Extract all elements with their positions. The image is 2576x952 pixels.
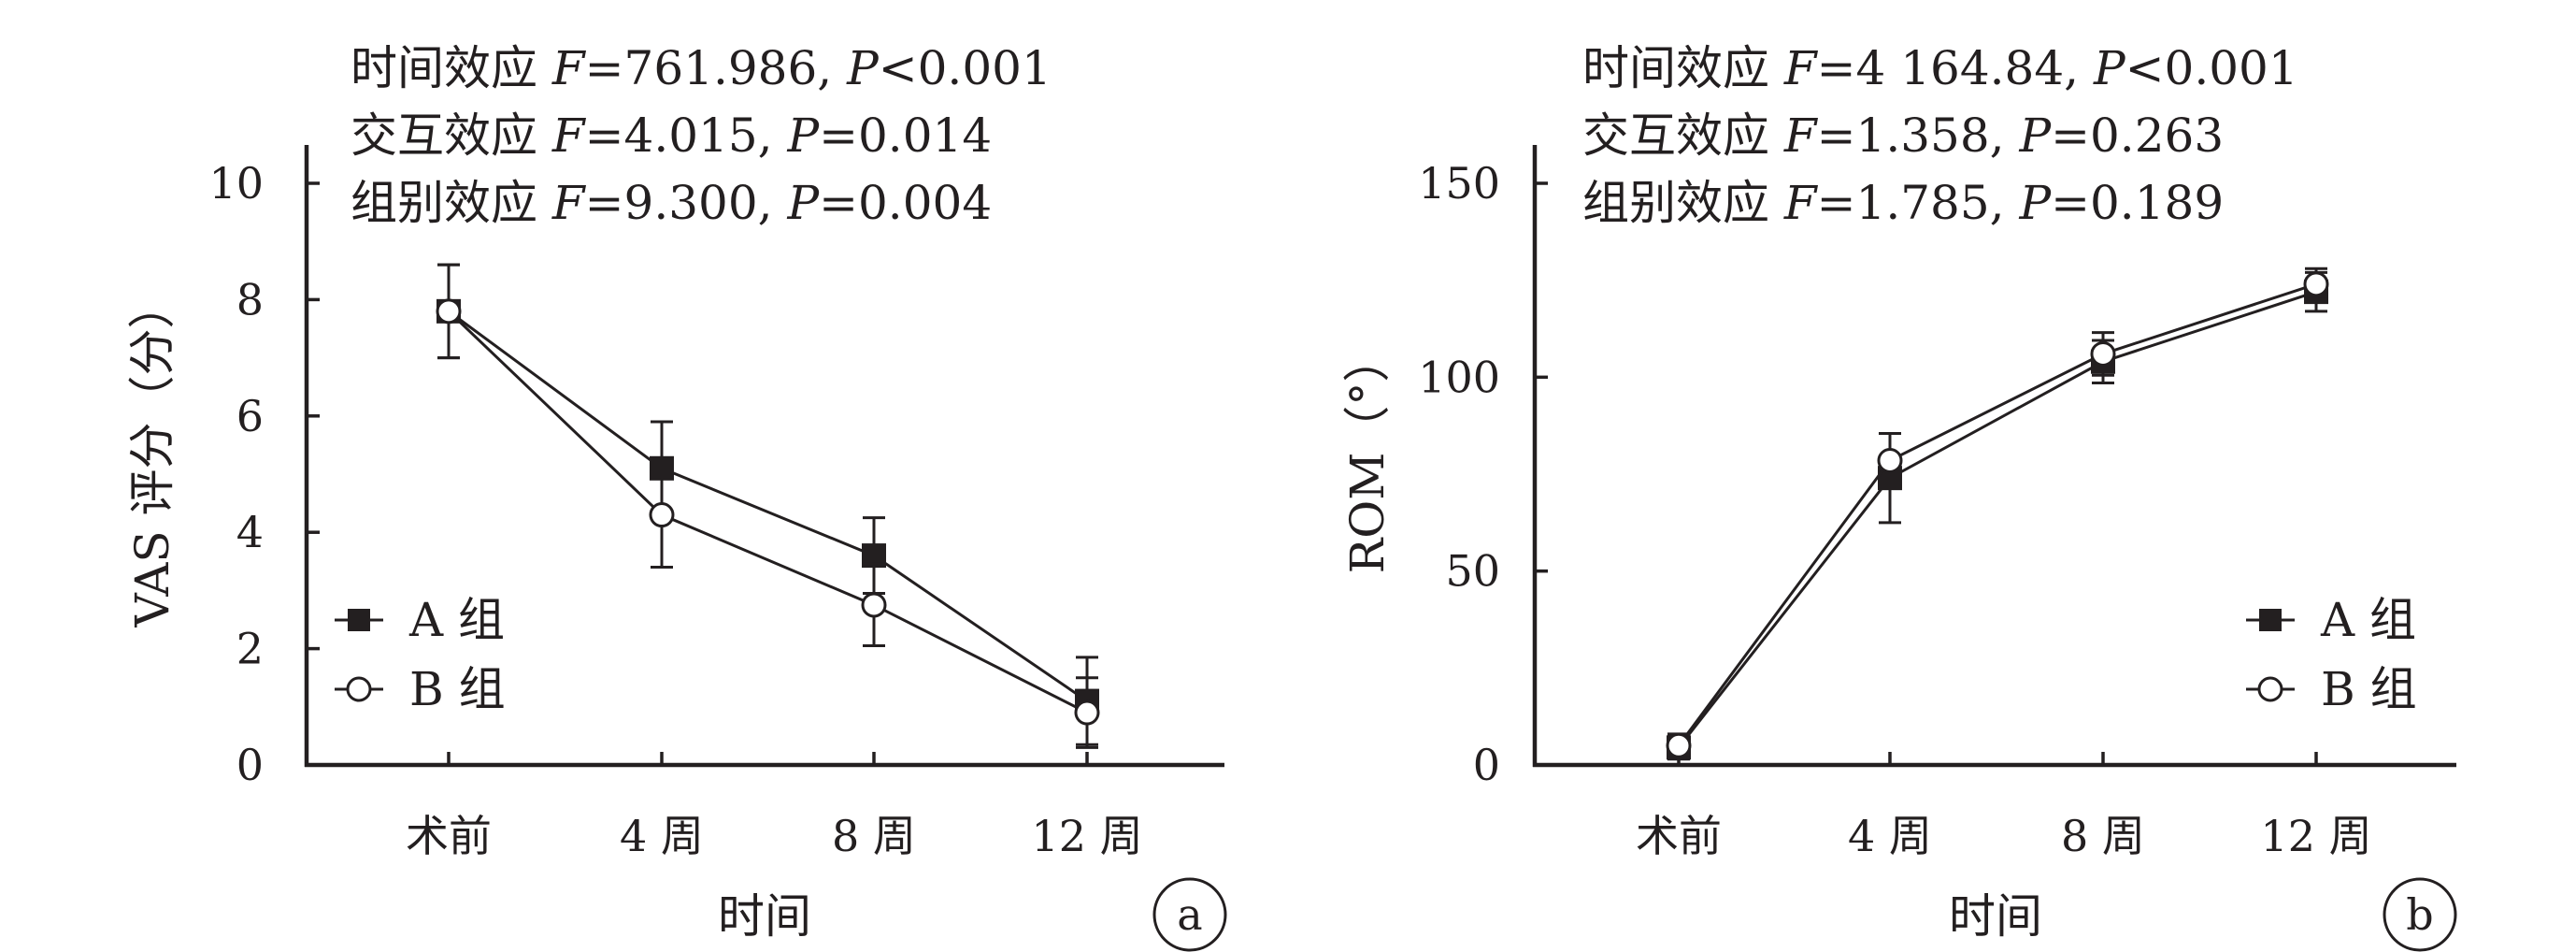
y-tick-label: 2	[236, 624, 264, 674]
y-tick-label: 50	[1445, 546, 1500, 597]
data-point	[1074, 700, 1100, 726]
panel-a-legend-label-a: A 组	[408, 593, 505, 647]
open-circle-marker-icon	[346, 676, 372, 702]
y-tick-label: 8	[236, 274, 264, 325]
panel-b-chart: 时间效应 F=4 164.84, P<0.001 交互效应 F=1.358, P…	[1340, 41, 2457, 952]
panel-b-x-ticks: 术前 4 周 8 周 12 周	[1636, 752, 2372, 861]
series-a	[1667, 270, 2328, 761]
panel-b-legend: A 组 B 组	[2246, 593, 2417, 716]
y-tick-label: 0	[1473, 740, 1500, 790]
panel-a-stat-group: 组别效应 F=9.300, P=0.004	[351, 176, 992, 230]
series-b	[436, 263, 1100, 749]
x-tick-label: 4 周	[1848, 811, 1932, 861]
y-tick-label: 10	[208, 158, 264, 209]
panel-a-x-axis-title: 时间	[718, 889, 811, 944]
data-point	[649, 502, 675, 528]
data-point	[861, 592, 887, 618]
panel-b-label-circle	[2383, 877, 2457, 952]
panel-a-stat-time: 时间效应 F=761.986, P<0.001	[351, 41, 1052, 95]
x-tick-label: 12 周	[2260, 811, 2371, 861]
panel-a-chart: 时间效应 F=761.986, P<0.001 交互效应 F=4.015, P=…	[125, 41, 1227, 952]
panel-b-legend-label-b: B 组	[2321, 662, 2417, 716]
x-tick-label: 8 周	[832, 811, 916, 861]
panel-a-label-circle	[1152, 877, 1227, 952]
panel-a-label-text: a	[1177, 889, 1202, 940]
panel-b-stat-time: 时间效应 F=4 164.84, P<0.001	[1582, 41, 2298, 95]
x-tick-label: 术前	[1636, 811, 1722, 861]
panel-b-stats: 时间效应 F=4 164.84, P<0.001 交互效应 F=1.358, P…	[1582, 41, 2298, 230]
panel-b-legend-item-b: B 组	[2246, 662, 2417, 716]
panel-a-stats: 时间效应 F=761.986, P<0.001 交互效应 F=4.015, P=…	[351, 41, 1052, 230]
y-tick-label: 0	[236, 740, 264, 790]
panel-b-y-ticks: 0 50 100 150	[1418, 158, 1548, 790]
data-point	[2303, 271, 2329, 297]
panel-b-legend-label-a: A 组	[2320, 593, 2416, 647]
y-tick-label: 6	[236, 391, 264, 441]
panel-b-label-text: b	[2406, 889, 2433, 940]
panel-b-x-axis-title: 时间	[1949, 889, 2042, 944]
panel-a-y-ticks: 0 2 4 6 8 10	[208, 158, 320, 790]
filled-square-marker-icon	[348, 609, 370, 631]
series-line	[1677, 282, 2317, 747]
x-tick-label: 术前	[406, 811, 492, 861]
filled-square-marker-icon	[2259, 609, 2282, 631]
panel-a-label-badge: a	[1152, 877, 1227, 952]
panel-a-x-ticks: 术前 4 周 8 周 12 周	[406, 752, 1143, 861]
panel-b-stat-group: 组别效应 F=1.785, P=0.189	[1582, 176, 2224, 230]
x-tick-label: 8 周	[2061, 811, 2145, 861]
panel-b-y-axis-title: ROM（°）	[1340, 336, 1395, 574]
panel-b-label-badge: b	[2383, 877, 2457, 952]
y-tick-label: 4	[236, 507, 264, 557]
data-point	[1666, 732, 1692, 758]
panel-a-stat-interaction: 交互效应 F=4.015, P=0.014	[351, 108, 992, 163]
panel-a-legend-item-a: A 组	[335, 593, 505, 647]
panel-b-legend-item-a: A 组	[2246, 593, 2416, 647]
panel-a-y-axis-title: VAS 评分（分）	[125, 282, 179, 628]
series-line	[1677, 290, 2317, 749]
data-point	[2090, 340, 2116, 367]
series-line	[448, 310, 1088, 702]
panel-b-stat-interaction: 交互效应 F=1.358, P=0.263	[1582, 108, 2224, 163]
data-point	[436, 298, 462, 325]
y-tick-label: 150	[1418, 158, 1500, 209]
series-a	[436, 263, 1099, 746]
panel-a-legend: A 组 B 组	[335, 593, 506, 716]
x-tick-label: 12 周	[1031, 811, 1142, 861]
series-line	[447, 310, 1088, 714]
series-b	[1666, 267, 2329, 759]
open-circle-marker-icon	[2257, 676, 2283, 702]
panel-a-legend-item-b: B 组	[335, 662, 506, 716]
x-tick-label: 4 周	[620, 811, 704, 861]
data-point	[1877, 447, 1903, 473]
panel-a-legend-label-b: B 组	[409, 662, 506, 716]
y-tick-label: 100	[1418, 352, 1500, 402]
panel-b-series	[1666, 267, 2329, 761]
panel-a-series	[436, 263, 1100, 749]
